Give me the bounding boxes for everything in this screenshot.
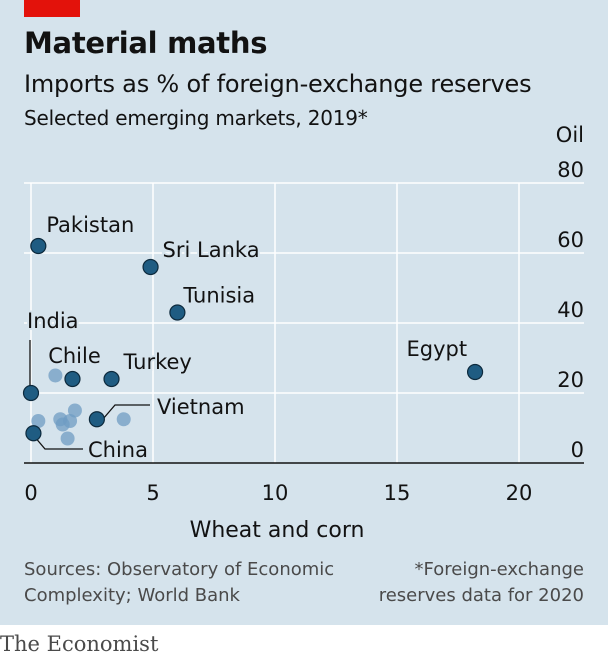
leader-line xyxy=(33,435,83,450)
data-point xyxy=(25,425,42,442)
grid-lines xyxy=(24,182,584,463)
data-points xyxy=(22,237,484,446)
brand-red-tag xyxy=(24,0,80,17)
leader-line xyxy=(102,404,150,420)
chart-subsubtitle: Selected emerging markets, 2019* xyxy=(24,106,368,130)
y-tick-label: 40 xyxy=(557,298,584,322)
leader-lines xyxy=(29,340,150,450)
scatter-chart: Pakistan Sri Lanka Tunisia India Chile Turkey… xyxy=(22,123,584,543)
x-tick-label: 15 xyxy=(384,481,411,505)
axes: 0 20 40 60 80 0 5 10 15 20 Oil Wheat and corn xyxy=(24,123,584,543)
chart-subtitle: Imports as % of foreign-exchange reserve… xyxy=(24,70,532,98)
point-label: China xyxy=(88,438,148,462)
x-tick-label: 20 xyxy=(506,481,533,505)
data-point xyxy=(169,304,186,321)
point-label: Pakistan xyxy=(46,213,134,237)
point-label: India xyxy=(27,309,79,333)
footnote: *Foreign-exchange reserves data for 2020 xyxy=(378,559,584,606)
point-label: Egypt xyxy=(406,337,467,361)
x-axis-label: Wheat and corn xyxy=(190,518,365,543)
data-point-unlabeled xyxy=(31,414,46,428)
point-label: Tunisia xyxy=(182,284,255,308)
data-point xyxy=(142,258,159,276)
brand-logo: The Economist xyxy=(0,632,159,656)
point-label: Chile xyxy=(48,344,101,368)
data-point-unlabeled xyxy=(67,403,82,418)
data-point xyxy=(22,384,40,402)
x-tick-label: 5 xyxy=(146,481,159,505)
data-point xyxy=(64,370,81,388)
data-point xyxy=(466,363,484,381)
data-point-unlabeled xyxy=(48,368,63,383)
y-tick-label: 0 xyxy=(571,438,584,462)
chart-title: Material maths xyxy=(24,26,268,60)
chart-background xyxy=(0,0,608,625)
data-point xyxy=(103,370,120,388)
point-label: Turkey xyxy=(123,350,192,374)
y-axis-label: Oil xyxy=(556,123,584,147)
data-point-unlabeled xyxy=(60,431,75,446)
data-point-unlabeled xyxy=(63,414,78,428)
data-point-unlabeled xyxy=(116,412,131,427)
x-tick-label: 0 xyxy=(24,481,37,505)
y-tick-label: 20 xyxy=(557,368,584,392)
data-point xyxy=(30,237,47,255)
point-label: Sri Lanka xyxy=(163,238,260,262)
point-labels: Pakistan Sri Lanka Tunisia India Chile Turkey… xyxy=(25,211,469,464)
source-note: Sources: Observatory of Economic Complex… xyxy=(24,559,335,606)
x-tick-label: 10 xyxy=(262,481,289,505)
y-tick-label: 60 xyxy=(557,228,584,252)
data-point xyxy=(88,411,105,428)
y-tick-label: 80 xyxy=(557,158,584,182)
point-label: Vietnam xyxy=(157,395,245,419)
